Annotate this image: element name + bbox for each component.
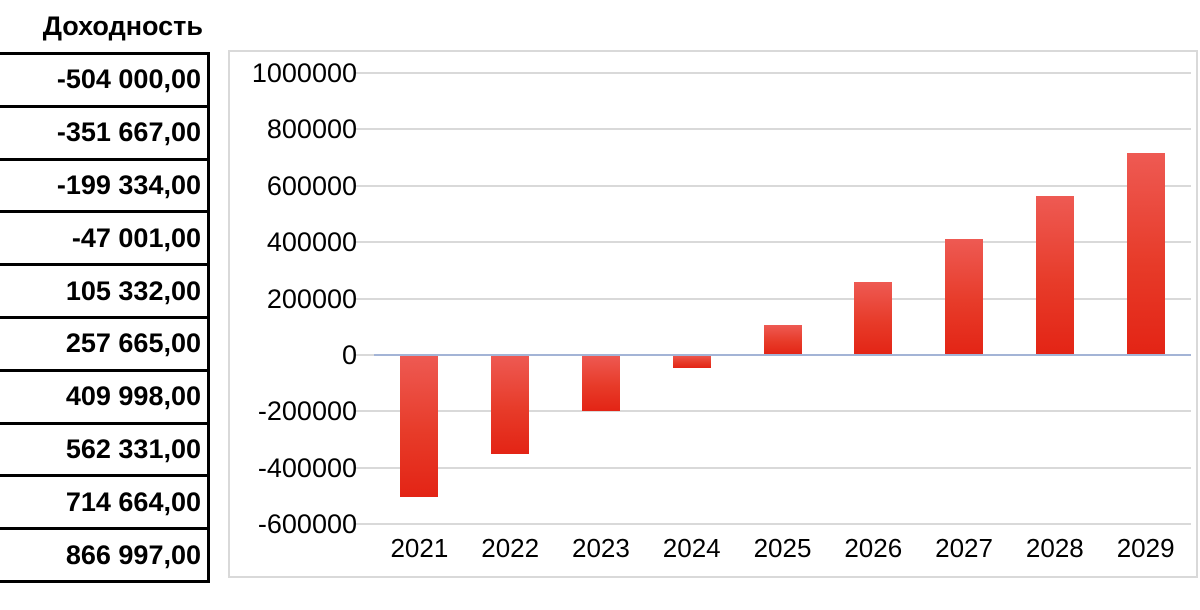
y-axis-tick-400000 [354, 241, 374, 244]
y-axis-tick-800000 [354, 128, 374, 131]
y-axis-tick--600000 [354, 523, 374, 525]
y-axis-label: 800000 [266, 114, 357, 145]
x-axis-label-2023: 2023 [572, 533, 630, 563]
table-cell-row-6[interactable]: 257 665,00 [0, 318, 210, 372]
bar-2021[interactable] [400, 354, 439, 497]
x-axis-label-2026: 2026 [844, 533, 903, 563]
x-axis-zero-line [374, 353, 1191, 356]
gridline-600000 [374, 184, 1191, 187]
y-axis-label: 400000 [266, 227, 357, 258]
y-axis-tick-0 [354, 353, 374, 356]
y-axis-label: 200000 [266, 283, 357, 314]
x-axis-label-2029: 2029 [1116, 533, 1175, 563]
y-axis-tick-1000000 [354, 72, 374, 74]
bar-2022[interactable] [491, 354, 530, 454]
bar-2025[interactable] [763, 325, 802, 355]
y-axis-tick-200000 [354, 297, 374, 300]
y-axis-tick-600000 [354, 184, 374, 187]
x-axis-label-2021: 2021 [390, 533, 449, 563]
gridline-200000 [374, 297, 1191, 300]
y-axis-tick--200000 [354, 410, 374, 413]
table-cell-row-10[interactable]: 866 997,00 [0, 530, 210, 583]
table-cell-row-8[interactable]: 562 331,00 [0, 424, 210, 478]
y-axis-label: 1000000 [251, 58, 357, 88]
bar-2023[interactable] [581, 354, 620, 412]
profitability-bar-chart[interactable]: 1000000 800000 600000 400000 200000 0 -200000 -… [228, 50, 1198, 578]
value-table: -504 000,00 -351 667,00 -199 334,00 -47 001… [0, 52, 210, 583]
gridline--600000 [374, 523, 1191, 525]
table-cell-row-3[interactable]: -199 334,00 [0, 160, 210, 214]
table-cell-row-4[interactable]: -47 001,00 [0, 213, 210, 267]
y-axis-label: 0 [341, 339, 357, 370]
x-axis-label-2027: 2027 [935, 533, 993, 563]
table-cell-row-7[interactable]: 409 998,00 [0, 371, 210, 425]
gridline--400000 [374, 466, 1191, 469]
table-cell-row-9[interactable]: 714 664,00 [0, 477, 210, 531]
gridline--200000 [374, 410, 1191, 413]
y-axis-label: -400000 [257, 452, 357, 483]
x-axis-label-2028: 2028 [1025, 533, 1084, 563]
y-axis-tick--400000 [354, 466, 374, 469]
bar-2028[interactable] [1035, 196, 1074, 355]
y-axis-label: 600000 [266, 170, 357, 201]
x-axis-label-2025: 2025 [753, 533, 812, 563]
gridline-800000 [374, 128, 1191, 131]
y-axis-label: -200000 [257, 396, 357, 427]
column-header-profitability: Доходность [42, 11, 203, 41]
table-cell-row-1[interactable]: -504 000,00 [0, 55, 210, 108]
bar-2026[interactable] [854, 282, 893, 355]
bar-2029[interactable] [1126, 153, 1165, 355]
x-axis-label-2022: 2022 [481, 533, 540, 563]
y-axis-label: -600000 [257, 509, 357, 539]
gridline-1000000 [374, 72, 1191, 74]
bar-2027[interactable] [945, 239, 984, 355]
gridline-400000 [374, 241, 1191, 244]
bar-2024[interactable] [672, 354, 711, 369]
table-cell-row-5[interactable]: 105 332,00 [0, 266, 210, 319]
x-axis-label-2024: 2024 [662, 533, 721, 563]
table-cell-row-2[interactable]: -351 667,00 [0, 107, 210, 161]
